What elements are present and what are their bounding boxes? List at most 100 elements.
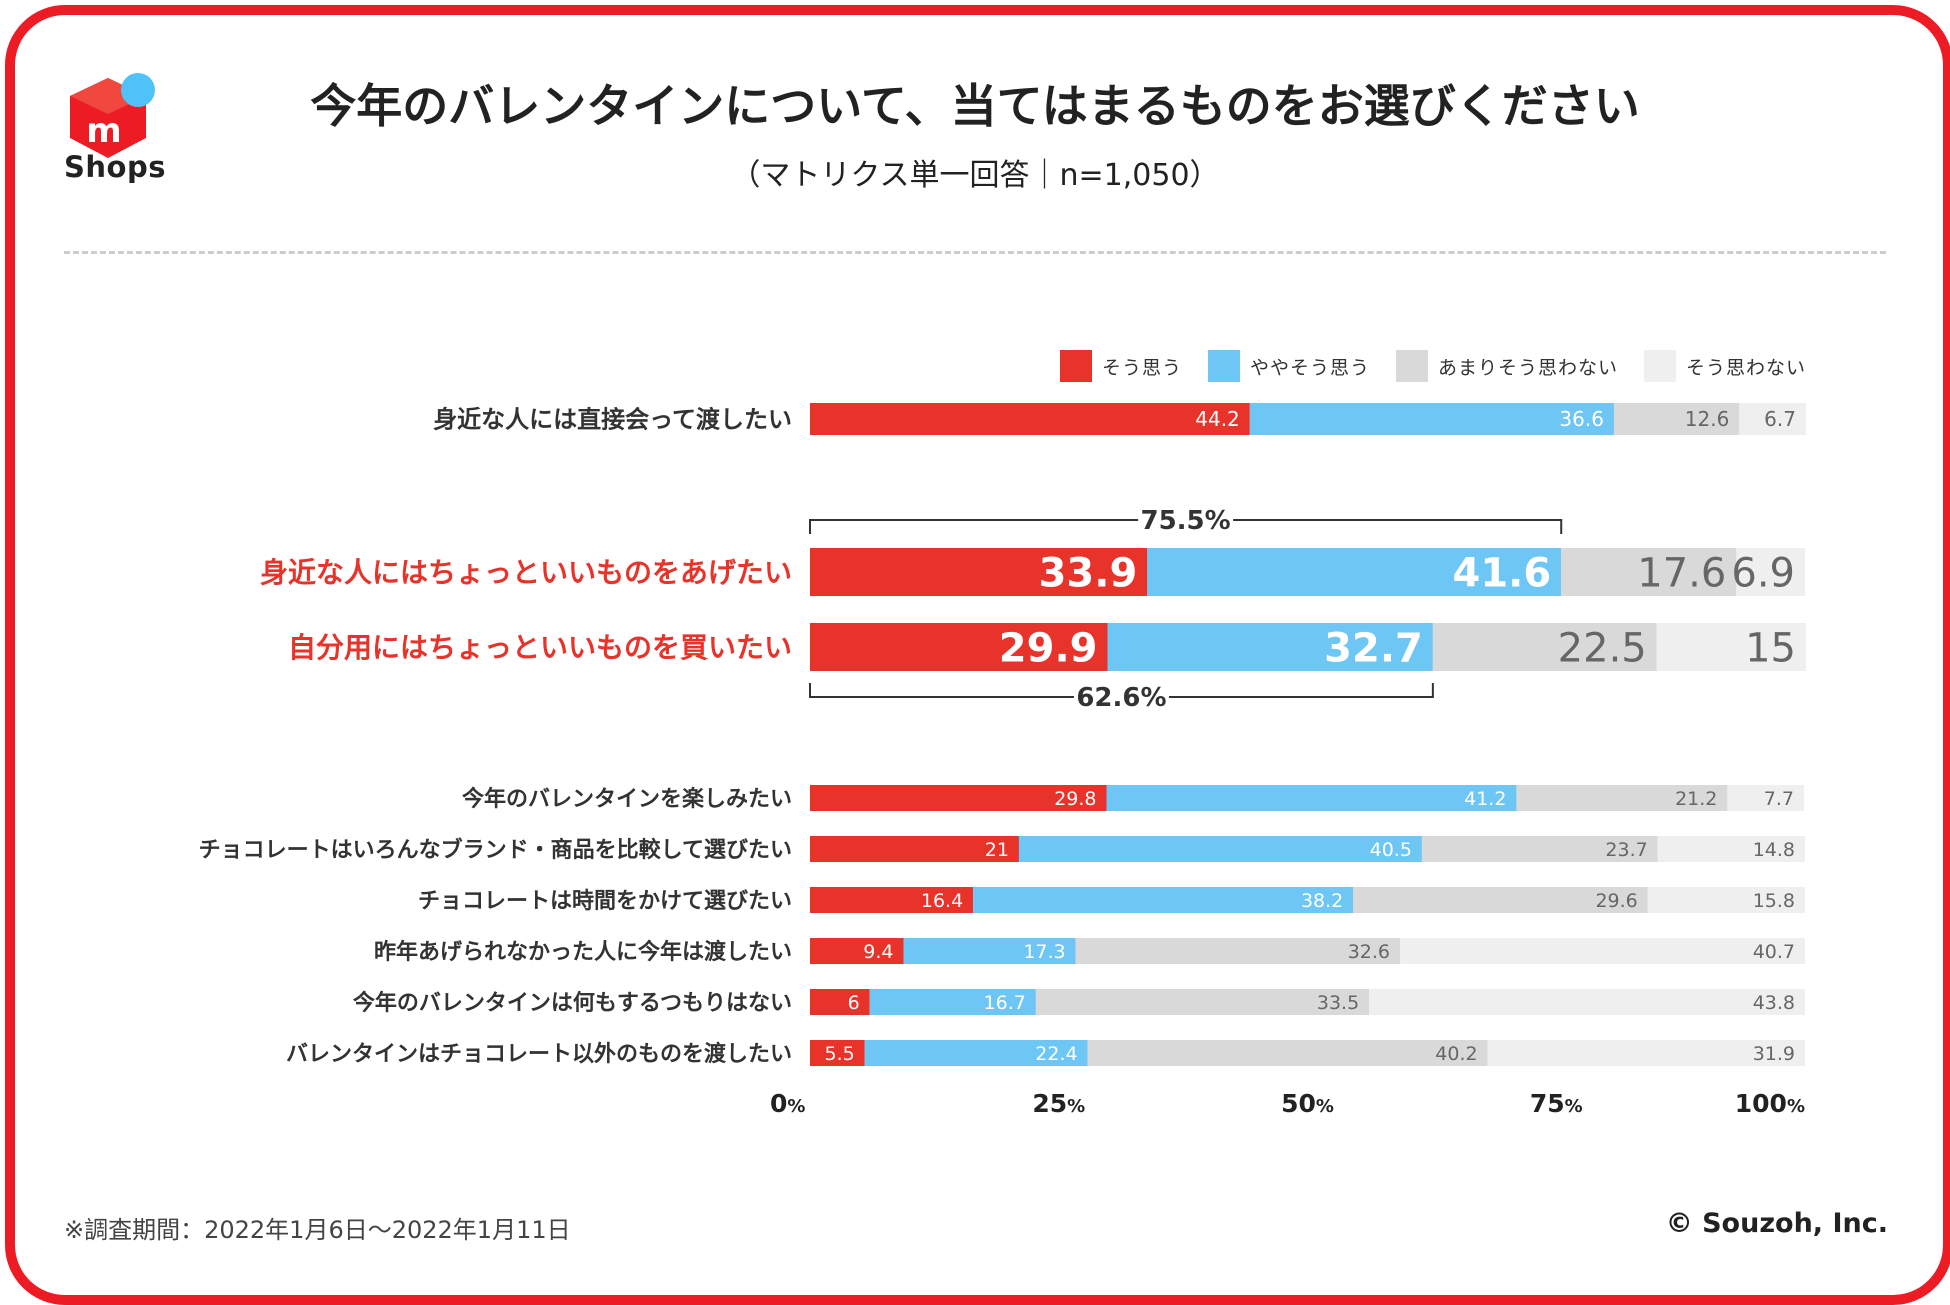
data-label: 21: [985, 839, 1009, 861]
bar-segment: [1147, 548, 1562, 596]
data-label: 33.5: [1317, 992, 1359, 1014]
category-label: 身近な人にはちょっといいものをあげたい: [260, 556, 792, 589]
x-tick-label: 100%: [1735, 1089, 1805, 1118]
data-label: 15: [1745, 625, 1796, 671]
data-label: 36.6: [1559, 407, 1604, 431]
legend: そう思う ややそう思う あまりそう思わない そう思わない: [1060, 350, 1806, 382]
category-label: 今年のバレンタインを楽しみたい: [462, 786, 792, 812]
bar-segment: [1400, 938, 1805, 964]
bar-segment: [1657, 836, 1805, 862]
bar-segment: [1087, 1040, 1488, 1066]
bar-segment: [1369, 989, 1805, 1015]
data-label: 43.8: [1753, 992, 1795, 1014]
bar-segment: [1035, 989, 1370, 1015]
svg-text:m: m: [86, 111, 121, 151]
page-title: 今年のバレンタインについて、当てはまるものをお選びください: [310, 79, 1640, 133]
category-label: バレンタインはチョコレート以外のものを渡したい: [286, 1041, 792, 1067]
bar-segment: [864, 1040, 1088, 1066]
data-label: 14.8: [1753, 839, 1795, 861]
bar-segment: [869, 989, 1036, 1015]
logo-badge: [121, 73, 155, 107]
x-tick-label: 25%: [1032, 1089, 1085, 1118]
data-label: 6: [848, 992, 860, 1014]
bar-segment: [810, 403, 1250, 435]
data-label: 38.2: [1301, 890, 1343, 912]
data-label: 41.6: [1453, 550, 1552, 596]
legend-swatch-somewhat-agree: [1208, 350, 1241, 382]
data-label: 7.7: [1764, 788, 1794, 810]
category-label: 昨年あげられなかった人に今年は渡したい: [374, 939, 792, 965]
bar-segment: [810, 938, 904, 964]
bar-segment: [1249, 403, 1614, 435]
data-label: 22.4: [1035, 1043, 1077, 1065]
data-label: 29.9: [999, 625, 1098, 671]
legend-swatch-agree: [1060, 350, 1092, 382]
legend-label-agree: そう思う: [1102, 356, 1183, 379]
legend-label-somewhat-disagree: あまりそう思わない: [1438, 356, 1619, 379]
bar-segment: [810, 1040, 865, 1066]
bar-segment: [1018, 836, 1422, 862]
data-label: 40.2: [1435, 1043, 1477, 1065]
category-label: チョコレートは時間をかけて選びたい: [418, 889, 792, 914]
bar-segment: [1107, 623, 1433, 671]
data-label: 32.6: [1348, 941, 1390, 963]
data-label: 33.9: [1039, 550, 1138, 596]
bar-segment: [1613, 403, 1740, 435]
bar-segment: [1647, 887, 1805, 913]
bar-segment: [810, 836, 1019, 862]
data-label: 16.7: [984, 992, 1026, 1014]
bar-segment: [1516, 785, 1728, 811]
mercari-shops-logo: m: [64, 66, 156, 186]
data-label: 17.3: [1023, 941, 1065, 963]
bar-segment: [1561, 548, 1737, 596]
legend-swatch-disagree: [1644, 350, 1677, 382]
category-label: 自分用にはちょっといいものを買いたい: [288, 631, 792, 664]
data-label: 9.4: [863, 941, 893, 963]
bar-segment: [903, 938, 1076, 964]
bar-segment: [1353, 887, 1648, 913]
bar-segment: [810, 887, 974, 913]
bar-segment: [1432, 623, 1657, 671]
bar-segment: [1487, 1040, 1805, 1066]
data-label: 40.7: [1753, 941, 1795, 963]
data-label: 6.9: [1731, 550, 1795, 596]
bar-segment: [973, 887, 1354, 913]
bar-segment: [1656, 623, 1806, 671]
copyright: © Souzoh, Inc.: [1665, 1208, 1888, 1239]
annotation-label: 75.5%: [1141, 506, 1231, 536]
data-label: 44.2: [1195, 407, 1240, 431]
divider: [64, 251, 1886, 254]
bar-segment: [1106, 785, 1517, 811]
annotation-label-bg: [1138, 506, 1234, 534]
data-label: 21.2: [1675, 788, 1717, 810]
bar-segment: [1727, 785, 1805, 811]
bar-segment: [1739, 403, 1806, 435]
data-label: 29.8: [1054, 788, 1096, 810]
data-label: 22.5: [1558, 625, 1647, 671]
data-label: 15.8: [1753, 890, 1795, 912]
bar-segment: [810, 785, 1107, 811]
annotation-label: 62.6%: [1076, 683, 1166, 713]
legend-swatch-somewhat-disagree: [1396, 350, 1429, 382]
data-label: 40.5: [1370, 839, 1412, 861]
data-label: 17.6: [1637, 550, 1726, 596]
data-label: 5.5: [825, 1043, 855, 1065]
data-label: 41.2: [1464, 788, 1506, 810]
page-subtitle: （マトリクス単一回答｜n=1,050）: [730, 158, 1220, 193]
x-tick-label: 0%: [770, 1089, 805, 1118]
data-label: 29.6: [1595, 890, 1637, 912]
bar-segment: [1075, 938, 1401, 964]
bar-segment: [1421, 836, 1658, 862]
bar-segment: [810, 548, 1148, 596]
data-label: 16.4: [921, 890, 963, 912]
data-label: 31.9: [1753, 1043, 1795, 1065]
x-tick-label: 75%: [1530, 1089, 1583, 1118]
category-label: 今年のバレンタインは何もするつもりはない: [353, 990, 792, 1016]
category-label: 身近な人には直接会って渡したい: [433, 406, 792, 434]
data-label: 6.7: [1764, 407, 1796, 431]
annotation-label-bg: [1073, 683, 1169, 711]
x-tick-label: 50%: [1281, 1089, 1334, 1118]
logo-text: Shops: [64, 150, 166, 184]
bar-segment: [810, 989, 870, 1015]
